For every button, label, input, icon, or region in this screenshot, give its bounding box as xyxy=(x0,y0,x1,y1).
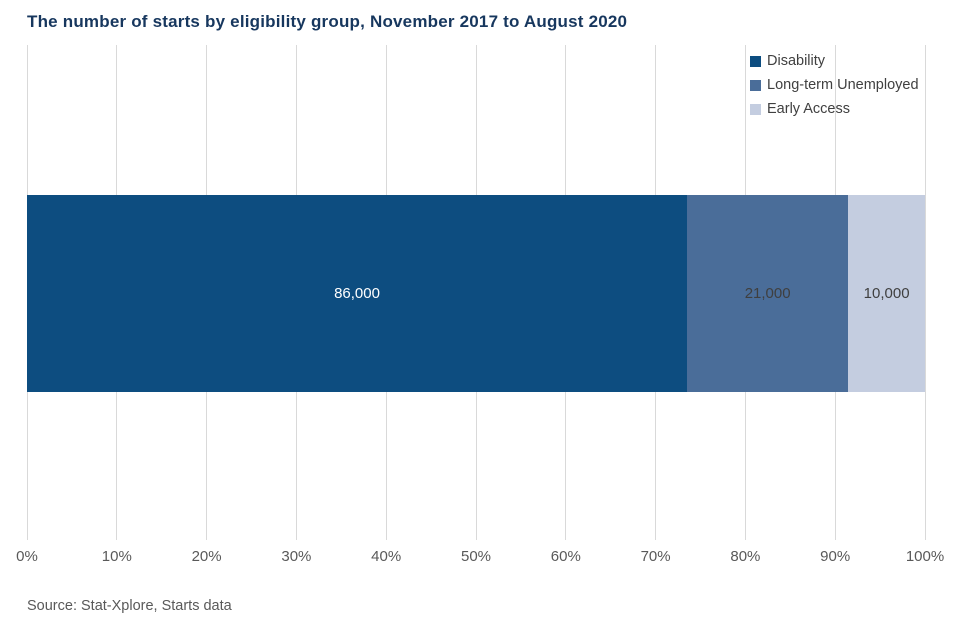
chart-title: The number of starts by eligibility grou… xyxy=(27,12,628,31)
legend-swatch-icon xyxy=(750,79,761,91)
bar-segment-disability: 86,000 xyxy=(27,195,688,392)
x-tick-label: 40% xyxy=(371,548,402,565)
x-axis: 0% 10% 20% 30% 40% 50% 60% 70% 80% 90% 100% xyxy=(16,548,944,568)
legend-label: Long-term Unemployed xyxy=(767,77,919,93)
legend-item-long-term-unemployed: Long-term Unemployed xyxy=(750,77,919,93)
stacked-bar: 86,000 21,000 10,000 xyxy=(27,195,925,392)
bar-segment-early-access: 10,000 xyxy=(848,195,925,392)
gridline xyxy=(924,45,926,540)
x-tick-label: 0% xyxy=(16,548,38,565)
bar-segment-long-term-unemployed: 21,000 xyxy=(687,195,849,392)
legend-label: Early Access xyxy=(767,101,850,117)
source-note: Source: Stat-Xplore, Starts data xyxy=(27,598,232,614)
legend-item-disability: Disability xyxy=(750,53,919,69)
x-tick-label: 80% xyxy=(730,548,761,565)
x-tick-label: 20% xyxy=(191,548,222,565)
x-tick-label: 90% xyxy=(820,548,851,565)
plot-area: Disability Long-term Unemployed Early Acce… xyxy=(26,45,926,540)
x-tick-label: 50% xyxy=(460,548,492,565)
x-tick-label: 60% xyxy=(550,548,581,565)
x-tick-label: 70% xyxy=(640,548,671,565)
legend-item-early-access: Early Access xyxy=(750,101,919,117)
x-tick-label: 100% xyxy=(905,548,945,565)
chart-legend: Disability Long-term Unemployed Early Acce… xyxy=(750,53,919,125)
legend-label: Disability xyxy=(767,53,826,69)
legend-swatch-icon xyxy=(750,55,761,67)
legend-swatch-icon xyxy=(750,103,761,115)
x-tick-label: 10% xyxy=(101,548,132,565)
x-tick-label: 30% xyxy=(281,548,312,565)
